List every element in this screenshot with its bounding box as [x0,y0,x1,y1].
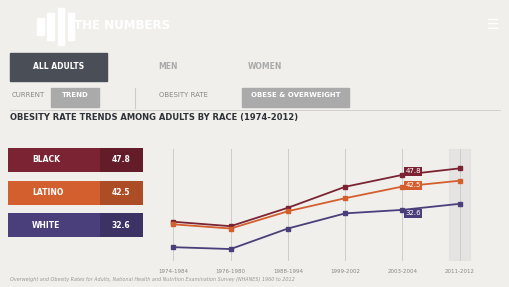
Text: THE NUMBERS: THE NUMBERS [74,19,169,32]
Text: OBESITY RATE: OBESITY RATE [159,92,208,98]
Text: WOMEN: WOMEN [247,62,282,71]
Bar [47,13,54,40]
Text: ALL ADULTS: ALL ADULTS [33,62,84,71]
Bar [68,13,74,40]
Bar [8,213,143,237]
Text: 42.5: 42.5 [111,188,130,197]
Text: 32.6: 32.6 [111,221,130,230]
Bar [8,148,143,172]
Bar [99,181,143,205]
Bar [8,181,143,205]
Bar [242,88,349,107]
Bar [10,53,107,81]
Text: BLACK: BLACK [32,155,60,164]
Text: LATINO: LATINO [32,188,63,197]
Text: 47.8: 47.8 [405,168,420,174]
Bar [51,88,99,107]
Text: OBESE & OVERWEIGHT: OBESE & OVERWEIGHT [250,92,340,98]
Text: 32.6: 32.6 [405,210,420,216]
Text: TREND: TREND [62,92,89,98]
Text: MEN: MEN [158,62,178,71]
Bar [58,7,64,45]
Text: Overweight and Obesity Rates for Adults, National Health and Nutrition Examinati: Overweight and Obesity Rates for Adults,… [10,277,294,282]
Bar [37,18,44,35]
Text: ☰: ☰ [486,18,498,32]
Text: CURRENT: CURRENT [11,92,45,98]
Text: 42.5: 42.5 [405,182,420,188]
Text: 47.8: 47.8 [111,155,130,164]
Text: WHITE: WHITE [32,221,60,230]
Bar [448,149,469,261]
Text: OBESITY RATE TRENDS AMONG ADULTS BY RACE (1974-2012): OBESITY RATE TRENDS AMONG ADULTS BY RACE… [10,113,298,122]
Bar [99,148,143,172]
Bar [99,213,143,237]
